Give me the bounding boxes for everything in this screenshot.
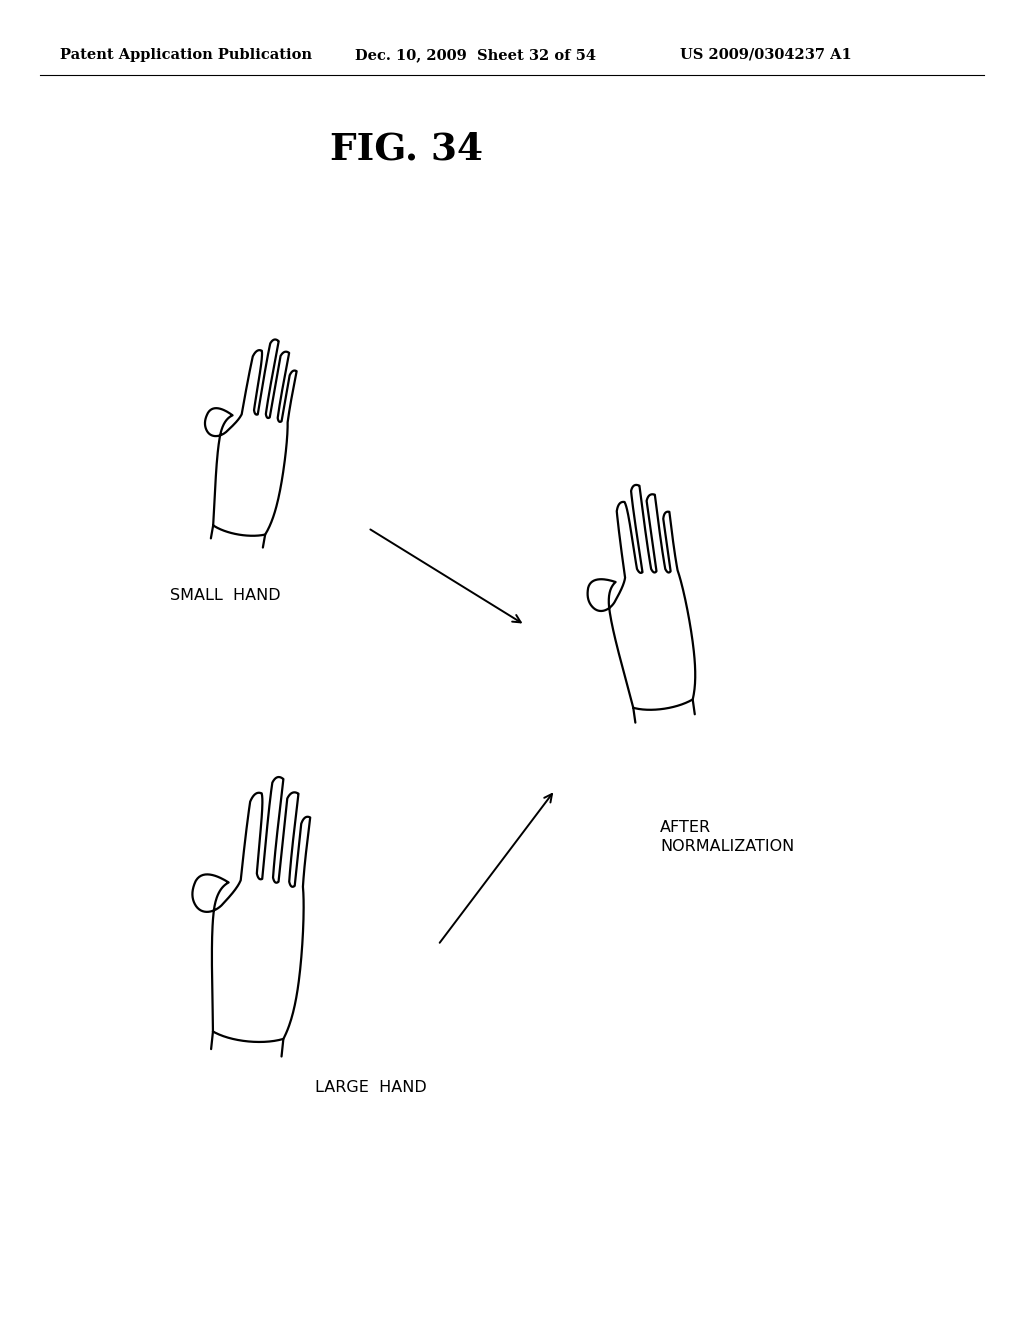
Text: FIG. 34: FIG. 34 — [330, 129, 483, 168]
Text: Dec. 10, 2009  Sheet 32 of 54: Dec. 10, 2009 Sheet 32 of 54 — [355, 48, 596, 62]
Text: AFTER
NORMALIZATION: AFTER NORMALIZATION — [660, 820, 795, 854]
Text: SMALL  HAND: SMALL HAND — [170, 587, 281, 603]
Text: LARGE  HAND: LARGE HAND — [315, 1080, 427, 1096]
Text: Patent Application Publication: Patent Application Publication — [60, 48, 312, 62]
Text: US 2009/0304237 A1: US 2009/0304237 A1 — [680, 48, 852, 62]
